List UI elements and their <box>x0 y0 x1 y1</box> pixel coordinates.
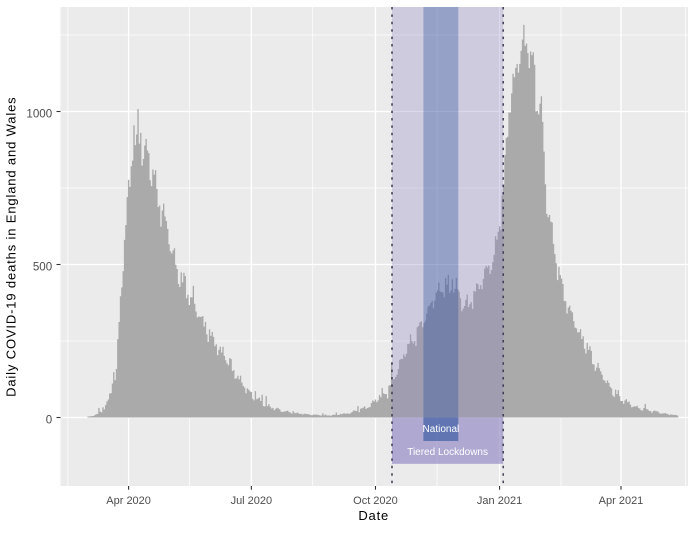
svg-text:Jul 2020: Jul 2020 <box>231 495 273 507</box>
svg-text:Apr 2020: Apr 2020 <box>106 495 151 507</box>
svg-text:Tiered Lockdowns: Tiered Lockdowns <box>407 447 488 458</box>
svg-text:1000: 1000 <box>26 107 52 120</box>
svg-text:National: National <box>423 424 460 435</box>
svg-text:500: 500 <box>33 260 52 273</box>
svg-text:Apr 2021: Apr 2021 <box>599 495 644 507</box>
svg-text:Jan 2021: Jan 2021 <box>477 495 522 507</box>
svg-text:Daily COVID-19 deaths in Engla: Daily COVID-19 deaths in England and Wal… <box>3 96 18 396</box>
svg-text:Oct 2020: Oct 2020 <box>353 495 398 507</box>
svg-text:0: 0 <box>46 413 52 426</box>
svg-text:Date: Date <box>358 508 389 523</box>
